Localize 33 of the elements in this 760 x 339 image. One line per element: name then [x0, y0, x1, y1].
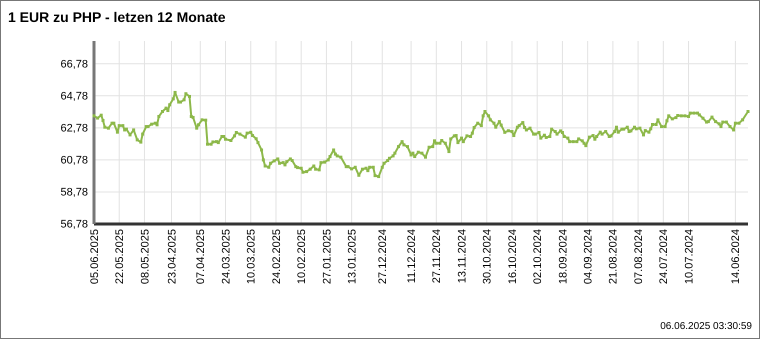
x-tick-label: 27.01.2025 — [321, 229, 334, 284]
x-tick-label: 27.12.2024 — [377, 229, 390, 284]
x-tick-label: 07.08.2024 — [632, 229, 645, 284]
x-tick-label: 21.08.2024 — [608, 229, 620, 284]
text: 06.06.2025 03:30:59 — [660, 321, 752, 332]
y-tick-label: 58,78 — [60, 186, 88, 198]
y-tick-label: 60,78 — [60, 154, 88, 166]
x-tick-label: 10.03.2025 — [246, 229, 258, 284]
x-tick-label: 13.01.2025 — [346, 229, 358, 284]
y-tick-label: 56,78 — [60, 218, 88, 231]
x-tick-label: 30.10.2024 — [482, 229, 494, 284]
x-tick-label: 11.12.2024 — [406, 229, 418, 284]
x-tick-label: 22.05.2025 — [114, 229, 126, 284]
chart-title: 1 EUR zu PHP - letzen 12 Monate — [8, 9, 226, 25]
x-tick-label: 14.06.2024 — [730, 229, 742, 284]
x-tick-label: 18.09.2024 — [557, 229, 570, 284]
x-tick-label: 07.04.2025 — [195, 229, 208, 284]
x-tick-label: 13.11.2024 — [456, 229, 468, 284]
x-tick-label: 16.10.2024 — [506, 229, 519, 284]
x-tick-label: 27.11.2024 — [431, 229, 444, 284]
x-tick-label: 04.09.2024 — [582, 229, 595, 284]
x-tick-label: 02.10.2024 — [532, 229, 544, 284]
x-tick-label: 05.06.2025 — [88, 229, 101, 284]
x-tick-label: 24.02.2025 — [270, 229, 283, 284]
x-tick-label: 10.07.2024 — [683, 229, 696, 284]
y-tick-label: 62,78 — [60, 122, 88, 134]
x-tick-label: 24.03.2025 — [220, 229, 232, 284]
x-tick-label: 23.04.2025 — [166, 229, 178, 284]
y-tick-label: 66,78 — [60, 58, 88, 70]
x-tick-label: 24.07.2024 — [658, 229, 670, 284]
y-tick-label: 64,78 — [60, 90, 88, 102]
x-tick-label: 08.05.2025 — [139, 229, 152, 284]
x-tick-label: 10.02.2025 — [296, 229, 308, 284]
